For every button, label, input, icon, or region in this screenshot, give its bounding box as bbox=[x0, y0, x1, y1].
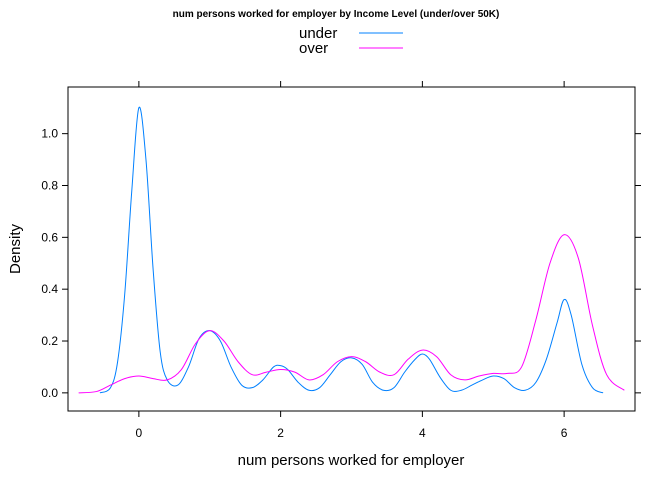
y-axis: 0.0 0.2 0.4 0.6 0.8 1.0 bbox=[41, 127, 641, 400]
x-tick-label: 0 bbox=[136, 426, 143, 440]
y-tick-label: 0.8 bbox=[41, 178, 58, 192]
x-axis-label: num persons worked for employer bbox=[238, 452, 465, 469]
y-tick-label: 0.2 bbox=[41, 334, 58, 348]
x-tick-label: 6 bbox=[561, 426, 568, 440]
y-tick-label: 0.6 bbox=[41, 230, 58, 244]
series-layer bbox=[78, 106, 625, 394]
x-tick-label: 4 bbox=[419, 426, 426, 440]
legend: under over bbox=[299, 25, 403, 57]
chart-title: num persons worked for employer by Incom… bbox=[173, 9, 500, 20]
y-axis-label: Density bbox=[7, 223, 24, 274]
y-tick-label: 0.0 bbox=[41, 386, 58, 400]
x-tick-label: 2 bbox=[277, 426, 284, 440]
y-tick-label: 1.0 bbox=[41, 127, 58, 141]
series-line-over bbox=[78, 234, 625, 394]
plot-panel bbox=[67, 86, 636, 412]
legend-label-over: over bbox=[299, 40, 328, 57]
y-tick-label: 0.4 bbox=[41, 282, 58, 296]
x-axis: 0 2 4 6 bbox=[136, 81, 568, 440]
series-line-under bbox=[99, 106, 604, 394]
legend-label-under: under bbox=[299, 25, 337, 42]
